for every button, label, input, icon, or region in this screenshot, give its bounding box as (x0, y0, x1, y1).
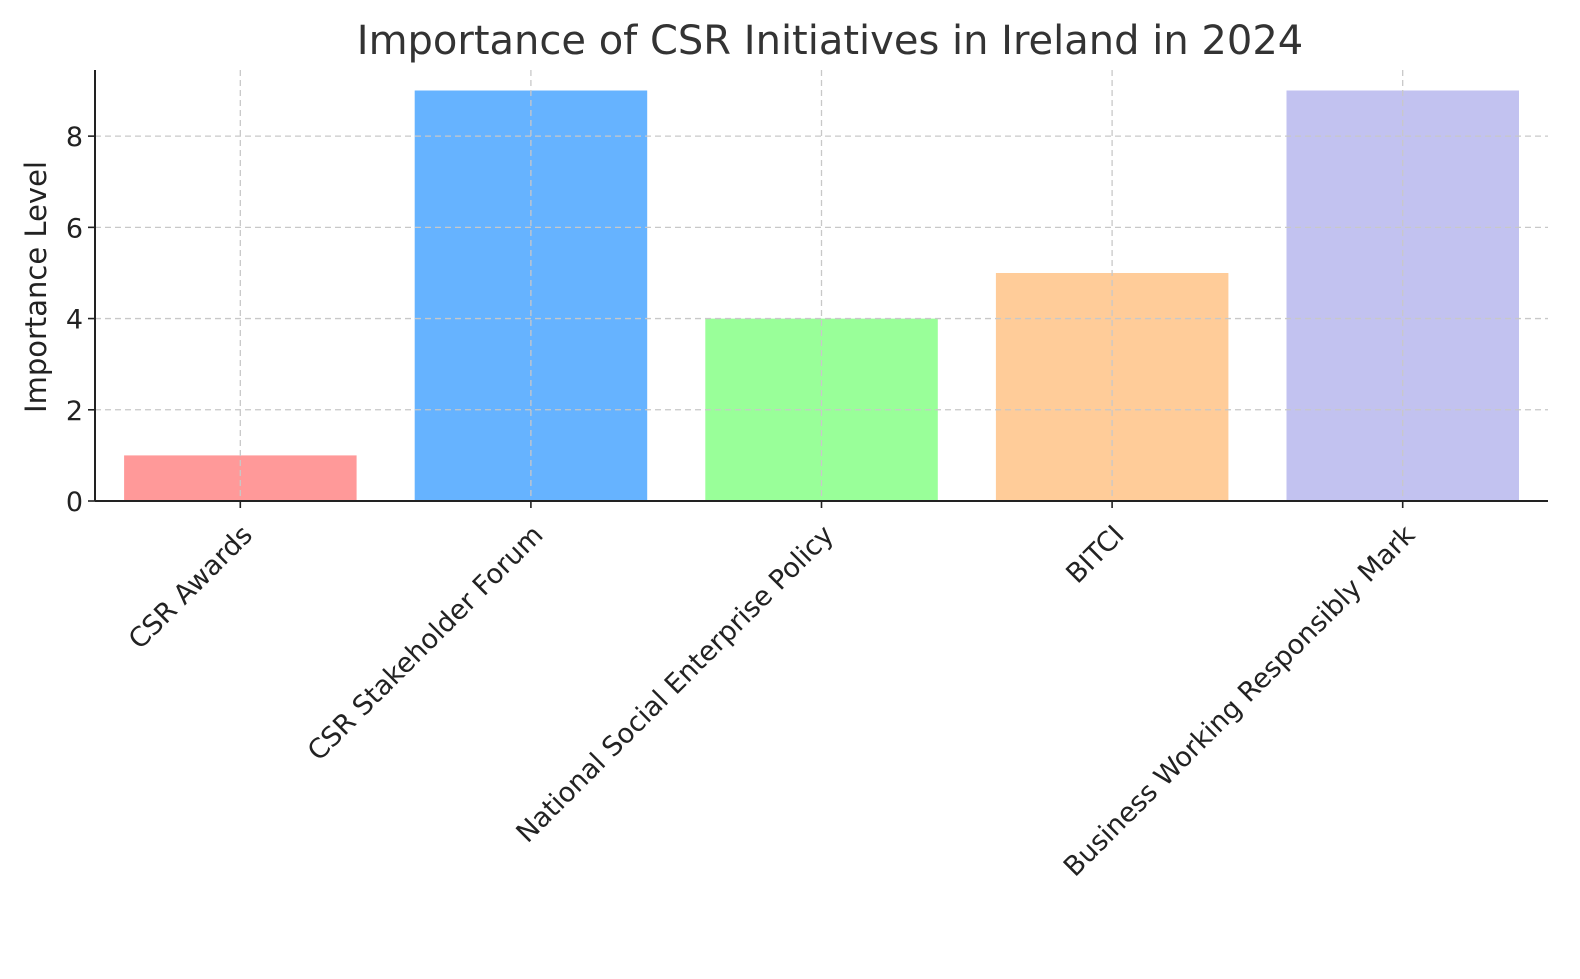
y-axis-label: Importance Level (19, 161, 53, 413)
y-tick-label-3: 6 (66, 213, 83, 244)
grid-lines (95, 70, 1548, 501)
x-tick-label-3: BITCI (1060, 520, 1130, 590)
y-tick-label-0: 0 (66, 487, 83, 518)
chart-title: Importance of CSR Initiatives in Ireland… (357, 18, 1303, 64)
x-tick-label-0: CSR Awards (123, 520, 259, 656)
bar-3 (995, 273, 1229, 501)
y-tick-label-2: 4 (66, 305, 83, 336)
x-tick-label-1: CSR Stakeholder Forum (302, 520, 550, 768)
y-tick-label-4: 8 (66, 122, 83, 153)
x-axis-ticks: CSR Awards CSR Stakeholder ForumNational … (123, 501, 1421, 883)
x-tick-label-4: Business Working Responsibly Mark (1058, 519, 1421, 882)
x-tick-label-2: National Social Enterprise Policy (511, 520, 840, 849)
y-tick-label-1: 2 (66, 396, 83, 427)
y-axis-ticks: 0 2 4 6 8 (66, 122, 95, 518)
